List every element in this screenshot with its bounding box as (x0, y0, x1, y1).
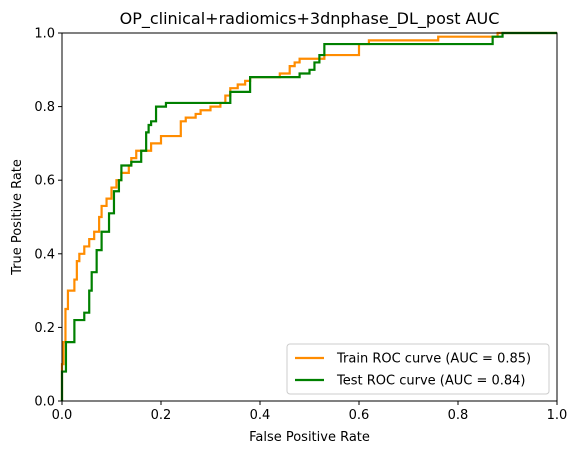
x-tick-label: 0.4 (250, 408, 271, 423)
chart-title: OP_clinical+radiomics+3dnphase_DL_post A… (120, 9, 500, 29)
y-tick-label: 0.6 (34, 174, 55, 189)
legend-label: Test ROC curve (AUC = 0.84) (336, 374, 526, 389)
y-axis-label: True Positive Rate (10, 159, 25, 276)
x-tick-label: 0.0 (52, 408, 73, 423)
x-axis: 0.0 0.2 0.4 0.6 0.8 1.0 (52, 401, 568, 423)
x-tick-label: 0.2 (151, 408, 172, 423)
y-tick-label: 0.0 (34, 395, 55, 410)
y-tick-label: 0.4 (34, 247, 55, 262)
x-axis-label: False Positive Rate (249, 430, 370, 445)
x-tick-label: 0.6 (349, 408, 370, 423)
legend: Train ROC curve (AUC = 0.85) Test ROC cur… (286, 343, 550, 395)
series-layer (60, 31, 557, 401)
y-tick-label: 0.8 (34, 100, 55, 115)
x-tick-label: 0.8 (448, 408, 469, 423)
legend-box (286, 343, 550, 395)
x-tick-label: 1.0 (547, 408, 568, 423)
train-roc-line (60, 31, 557, 401)
y-tick-label: 0.2 (34, 321, 55, 336)
plot-frame (61, 32, 558, 402)
legend-label: Train ROC curve (AUC = 0.85) (336, 352, 531, 367)
y-axis: 0.0 0.2 0.4 0.6 0.8 1.0 (34, 27, 62, 410)
test-roc-line (60, 31, 557, 401)
y-tick-label: 1.0 (34, 27, 55, 42)
